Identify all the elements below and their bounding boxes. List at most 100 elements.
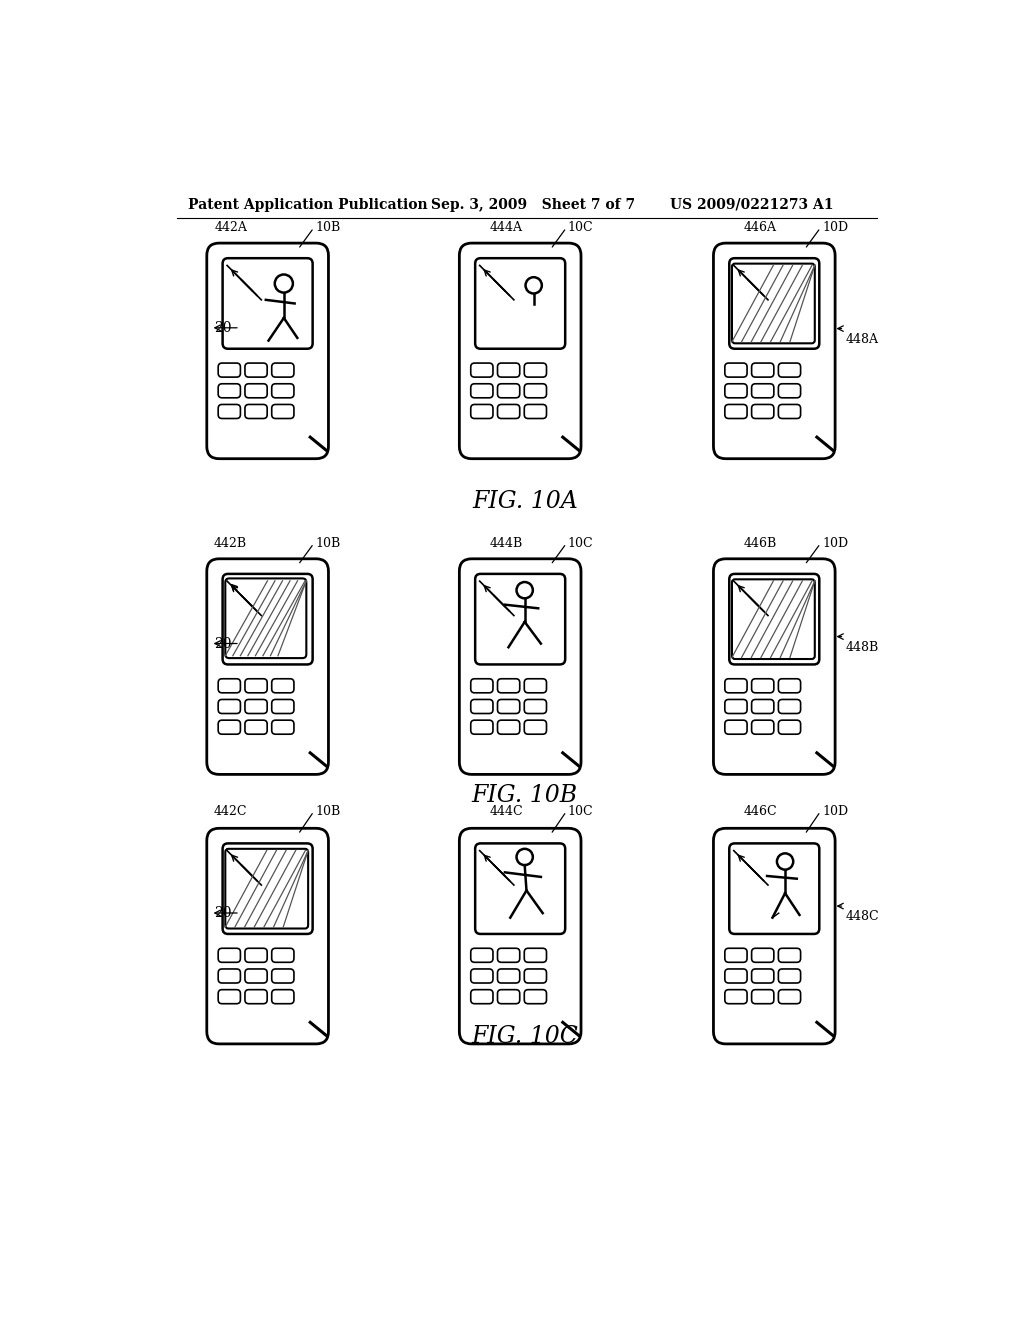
FancyBboxPatch shape xyxy=(524,384,547,397)
FancyBboxPatch shape xyxy=(714,558,836,775)
FancyBboxPatch shape xyxy=(725,678,748,693)
FancyBboxPatch shape xyxy=(475,574,565,664)
FancyBboxPatch shape xyxy=(752,721,774,734)
Text: 20: 20 xyxy=(214,906,231,920)
FancyBboxPatch shape xyxy=(778,384,801,397)
Text: 446C: 446C xyxy=(743,805,777,818)
FancyBboxPatch shape xyxy=(222,843,312,935)
Text: 442B: 442B xyxy=(214,537,247,550)
FancyBboxPatch shape xyxy=(524,990,547,1003)
FancyBboxPatch shape xyxy=(752,969,774,983)
FancyBboxPatch shape xyxy=(498,700,520,714)
FancyBboxPatch shape xyxy=(245,678,267,693)
FancyBboxPatch shape xyxy=(752,990,774,1003)
FancyBboxPatch shape xyxy=(752,404,774,418)
FancyBboxPatch shape xyxy=(471,948,493,962)
FancyBboxPatch shape xyxy=(222,259,312,348)
FancyBboxPatch shape xyxy=(498,969,520,983)
FancyBboxPatch shape xyxy=(778,948,801,962)
FancyBboxPatch shape xyxy=(524,700,547,714)
FancyBboxPatch shape xyxy=(498,948,520,962)
FancyBboxPatch shape xyxy=(778,363,801,378)
FancyBboxPatch shape xyxy=(271,700,294,714)
Text: 10C: 10C xyxy=(568,537,594,550)
FancyBboxPatch shape xyxy=(732,264,815,343)
Text: 10B: 10B xyxy=(315,805,341,818)
FancyBboxPatch shape xyxy=(752,363,774,378)
Text: 442A: 442A xyxy=(214,222,247,234)
FancyBboxPatch shape xyxy=(207,558,329,775)
FancyBboxPatch shape xyxy=(218,990,241,1003)
FancyBboxPatch shape xyxy=(498,404,520,418)
FancyBboxPatch shape xyxy=(271,384,294,397)
FancyBboxPatch shape xyxy=(245,969,267,983)
FancyBboxPatch shape xyxy=(218,721,241,734)
FancyBboxPatch shape xyxy=(471,990,493,1003)
FancyBboxPatch shape xyxy=(498,721,520,734)
Text: 20: 20 xyxy=(214,321,231,335)
FancyBboxPatch shape xyxy=(725,948,748,962)
Text: 448A: 448A xyxy=(846,333,879,346)
FancyBboxPatch shape xyxy=(207,243,329,459)
FancyBboxPatch shape xyxy=(778,721,801,734)
FancyBboxPatch shape xyxy=(725,990,748,1003)
FancyBboxPatch shape xyxy=(524,721,547,734)
FancyBboxPatch shape xyxy=(729,843,819,935)
FancyBboxPatch shape xyxy=(524,969,547,983)
FancyBboxPatch shape xyxy=(245,721,267,734)
Text: FIG. 10A: FIG. 10A xyxy=(472,490,578,513)
FancyBboxPatch shape xyxy=(271,721,294,734)
FancyBboxPatch shape xyxy=(471,384,493,397)
FancyBboxPatch shape xyxy=(245,948,267,962)
FancyBboxPatch shape xyxy=(778,700,801,714)
FancyBboxPatch shape xyxy=(271,363,294,378)
FancyBboxPatch shape xyxy=(245,363,267,378)
FancyBboxPatch shape xyxy=(498,363,520,378)
FancyBboxPatch shape xyxy=(752,678,774,693)
FancyBboxPatch shape xyxy=(524,948,547,962)
FancyBboxPatch shape xyxy=(752,700,774,714)
FancyBboxPatch shape xyxy=(725,700,748,714)
FancyBboxPatch shape xyxy=(498,990,520,1003)
FancyBboxPatch shape xyxy=(218,700,241,714)
FancyBboxPatch shape xyxy=(218,948,241,962)
Text: 448B: 448B xyxy=(846,640,880,653)
Text: 448C: 448C xyxy=(846,911,880,924)
FancyBboxPatch shape xyxy=(778,969,801,983)
Text: 10B: 10B xyxy=(315,222,341,234)
FancyBboxPatch shape xyxy=(752,948,774,962)
FancyBboxPatch shape xyxy=(524,404,547,418)
FancyBboxPatch shape xyxy=(471,700,493,714)
FancyBboxPatch shape xyxy=(207,829,329,1044)
FancyBboxPatch shape xyxy=(225,578,306,659)
FancyBboxPatch shape xyxy=(271,404,294,418)
FancyBboxPatch shape xyxy=(245,384,267,397)
FancyBboxPatch shape xyxy=(245,990,267,1003)
FancyBboxPatch shape xyxy=(460,243,581,459)
FancyBboxPatch shape xyxy=(218,384,241,397)
Text: 446B: 446B xyxy=(743,537,777,550)
FancyBboxPatch shape xyxy=(524,363,547,378)
Text: 10C: 10C xyxy=(568,222,594,234)
FancyBboxPatch shape xyxy=(725,969,748,983)
FancyBboxPatch shape xyxy=(471,721,493,734)
FancyBboxPatch shape xyxy=(245,700,267,714)
FancyBboxPatch shape xyxy=(471,969,493,983)
FancyBboxPatch shape xyxy=(714,829,836,1044)
Text: Patent Application Publication: Patent Application Publication xyxy=(188,198,428,211)
Text: 20: 20 xyxy=(214,636,231,651)
Text: 444A: 444A xyxy=(489,222,523,234)
FancyBboxPatch shape xyxy=(271,678,294,693)
FancyBboxPatch shape xyxy=(245,404,267,418)
FancyBboxPatch shape xyxy=(225,849,308,928)
FancyBboxPatch shape xyxy=(725,363,748,378)
FancyBboxPatch shape xyxy=(752,384,774,397)
FancyBboxPatch shape xyxy=(460,558,581,775)
FancyBboxPatch shape xyxy=(778,678,801,693)
FancyBboxPatch shape xyxy=(729,574,819,664)
FancyBboxPatch shape xyxy=(218,363,241,378)
Text: Sep. 3, 2009   Sheet 7 of 7: Sep. 3, 2009 Sheet 7 of 7 xyxy=(431,198,635,211)
FancyBboxPatch shape xyxy=(714,243,836,459)
FancyBboxPatch shape xyxy=(778,404,801,418)
FancyBboxPatch shape xyxy=(218,404,241,418)
